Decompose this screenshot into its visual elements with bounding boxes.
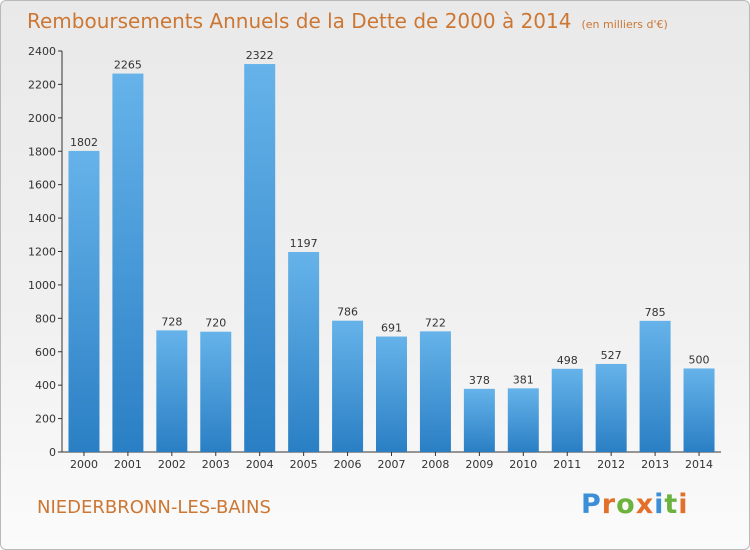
chart-title: Remboursements Annuels de la Dette de 20… [27,9,668,33]
bar [376,336,407,452]
x-tick-label: 2002 [158,458,186,471]
x-tick-label: 2011 [553,458,581,471]
data-label: 1802 [70,136,98,149]
logo-letter: P [581,489,602,520]
logo-letter: x [635,489,655,520]
y-tick-label: 800 [35,312,56,325]
chart-unit: (en milliers d'€) [581,18,668,31]
bar [595,363,627,452]
y-tick-label: 2000 [28,112,56,125]
y-tick-label: 1000 [28,279,56,292]
y-tick-label: 1600 [28,179,56,192]
data-label: 691 [381,322,402,335]
y-tick-label: 1800 [28,145,56,158]
commune-name: NIEDERBRONN-LES-BAINS [37,497,271,518]
data-label: 527 [601,349,622,362]
x-tick-label: 2001 [114,458,142,471]
bar [332,320,364,452]
data-label: 2322 [246,49,274,62]
x-tick-label: 2007 [378,458,406,471]
bar [112,73,144,453]
x-tick-label: 2008 [421,458,449,471]
bar [683,368,715,452]
bar [551,368,583,452]
y-tick-label: 1400 [28,212,56,225]
logo-letter: t [664,489,679,520]
bar [244,64,276,452]
data-label: 378 [469,374,490,387]
x-tick-label: 2000 [70,458,98,471]
logo-letter: i [678,489,689,520]
data-label: 498 [557,354,578,367]
y-tick-label: 400 [35,379,56,392]
x-tick-label: 2009 [465,458,493,471]
data-label: 2265 [114,59,142,72]
bar [507,388,539,452]
x-tick-label: 2013 [641,458,669,471]
data-label: 720 [205,317,226,330]
bar [419,331,451,452]
data-label: 785 [645,306,666,319]
bar [639,320,671,452]
logo-letter: o [616,489,636,520]
bar [156,330,188,452]
y-tick-label: 2200 [28,78,56,91]
data-label: 500 [689,353,710,366]
proxiti-logo[interactable]: Proxiti [581,489,689,520]
logo-letter: r [601,489,617,520]
bar [68,150,100,452]
chart-title-text: Remboursements Annuels de la Dette de 20… [27,9,572,33]
y-tick-label: 1200 [28,246,56,259]
y-tick-label: 200 [35,413,56,426]
logo-letter: i [654,489,665,520]
data-label: 381 [513,373,534,386]
x-tick-label: 2006 [334,458,362,471]
x-tick-label: 2012 [597,458,625,471]
data-label: 728 [161,315,182,328]
x-tick-label: 2014 [685,458,713,471]
x-tick-label: 2010 [509,458,537,471]
y-tick-label: 2400 [28,45,56,58]
x-tick-label: 2003 [202,458,230,471]
bar [463,388,495,452]
bar [288,252,320,452]
data-label: 1197 [290,237,318,250]
y-tick-label: 0 [49,446,56,459]
x-tick-label: 2005 [290,458,318,471]
x-tick-label: 2004 [246,458,274,471]
data-label: 786 [337,306,358,319]
bar [200,331,232,452]
data-label: 722 [425,316,446,329]
y-tick-label: 600 [35,346,56,359]
